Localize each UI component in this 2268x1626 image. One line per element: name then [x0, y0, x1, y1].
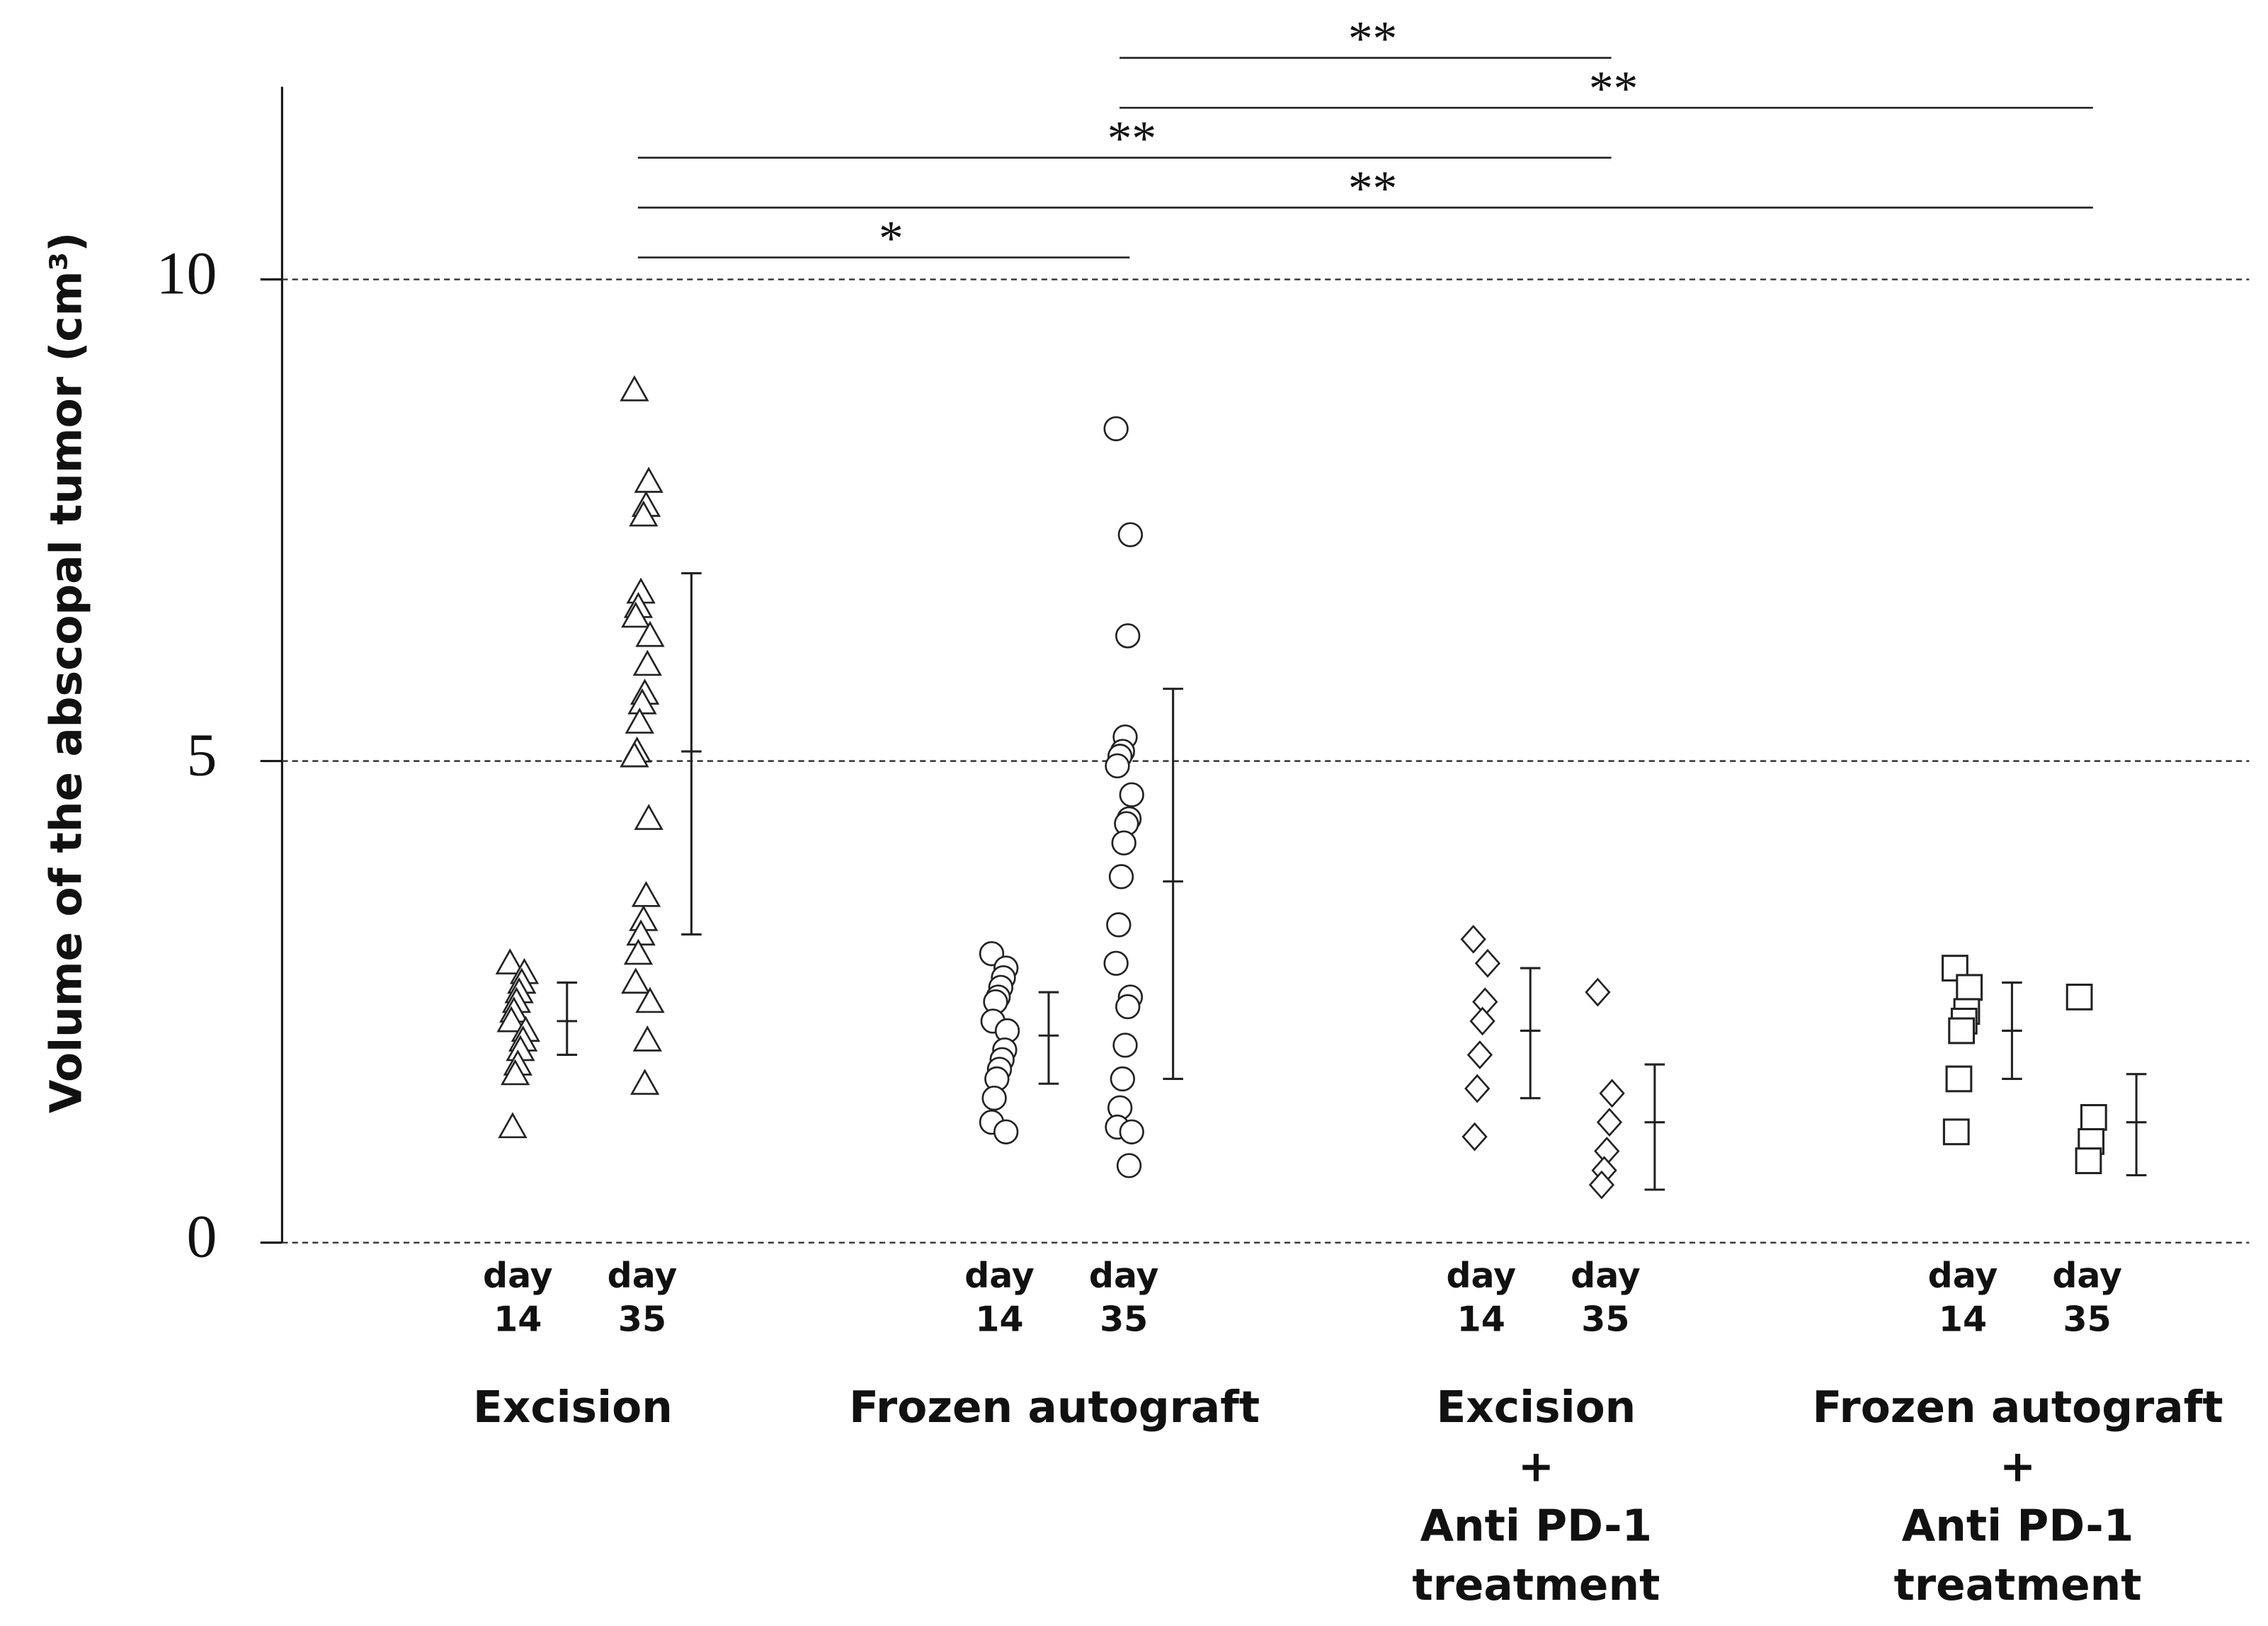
x-tick-label: 35 [1581, 1298, 1629, 1339]
point [632, 649, 662, 676]
x-tick-label: 14 [1939, 1298, 1987, 1339]
point [630, 1069, 660, 1095]
point [1466, 1040, 1493, 1069]
x-tick-label: day [1928, 1255, 1998, 1296]
group-label: Anti PD-1 [1902, 1501, 2134, 1551]
x-tick-label: day [2052, 1255, 2122, 1296]
group-label: Excision [1436, 1382, 1636, 1433]
point [2075, 1147, 2102, 1174]
point [1596, 1108, 1623, 1137]
point [1115, 623, 1141, 649]
point [496, 1006, 526, 1033]
x-tick-label: 35 [2063, 1298, 2112, 1339]
significance-label: * [879, 212, 904, 266]
point [981, 1085, 1007, 1111]
point [1588, 1170, 1615, 1200]
y-tick-label: 5 [187, 721, 217, 788]
group-label: Anti PD-1 [1420, 1501, 1653, 1551]
point [2080, 1103, 2107, 1131]
point [635, 620, 665, 647]
point [1942, 1118, 1970, 1146]
x-tick-label: 14 [494, 1298, 542, 1339]
point [623, 938, 654, 965]
point [1108, 864, 1134, 889]
x-tick-label: day [483, 1255, 553, 1296]
point [635, 987, 665, 1013]
significance-label: ** [1589, 62, 1638, 116]
point [1599, 1079, 1625, 1108]
point [632, 1025, 662, 1052]
point [1110, 1066, 1136, 1092]
point [495, 948, 525, 974]
significance-label: ** [1348, 161, 1397, 216]
significance-label: ** [1348, 12, 1397, 67]
point [625, 707, 654, 734]
x-tick-label: 14 [1457, 1298, 1505, 1339]
point [500, 1059, 530, 1086]
point [1956, 974, 1983, 1001]
group-label: treatment [1894, 1560, 2142, 1610]
point [1945, 1065, 1973, 1093]
point [620, 375, 649, 402]
point [1469, 1006, 1495, 1036]
point [993, 1119, 1019, 1144]
point [631, 880, 661, 907]
point [621, 601, 651, 628]
x-tick-label: 14 [975, 1298, 1023, 1339]
point [1585, 977, 1611, 1007]
y-tick-label: 0 [187, 1203, 217, 1270]
x-tick-label: day [1446, 1255, 1516, 1296]
x-tick-label: day [1571, 1255, 1641, 1296]
group-label: treatment [1412, 1560, 1660, 1610]
point [621, 967, 651, 994]
point [498, 1112, 528, 1139]
x-tick-label: day [964, 1255, 1035, 1296]
point [1464, 1074, 1491, 1103]
point [1111, 830, 1136, 855]
point [1119, 782, 1144, 807]
point [2065, 983, 2093, 1011]
significance-label: ** [1107, 112, 1156, 166]
point [1461, 1122, 1488, 1152]
x-tick-label: 35 [1100, 1298, 1148, 1339]
point [1119, 1119, 1144, 1144]
point [1460, 924, 1486, 954]
x-tick-label: day [608, 1255, 678, 1296]
group-label: Frozen autograft [849, 1382, 1260, 1433]
group-label: Excision [473, 1382, 673, 1433]
point [1474, 948, 1501, 978]
point [1115, 994, 1141, 1020]
point [620, 741, 649, 768]
point [634, 804, 663, 830]
point [1105, 753, 1130, 779]
point [634, 467, 663, 493]
x-tick-label: day [1089, 1255, 1159, 1296]
y-tick-label: 10 [156, 239, 217, 307]
x-tick-label: 35 [618, 1298, 666, 1339]
group-label: + [2000, 1442, 2036, 1492]
point [629, 500, 659, 527]
point [1106, 912, 1132, 938]
group-label: + [1518, 1442, 1554, 1492]
point [1103, 416, 1129, 442]
point [1117, 522, 1144, 547]
group-label: Frozen autograft [1813, 1382, 2223, 1433]
point [1116, 1153, 1142, 1178]
point [1948, 1017, 1976, 1045]
point [1112, 1033, 1138, 1058]
point [1103, 950, 1129, 976]
y-axis-label: Volume of the abscopal tumor (cm³) [42, 232, 92, 1113]
